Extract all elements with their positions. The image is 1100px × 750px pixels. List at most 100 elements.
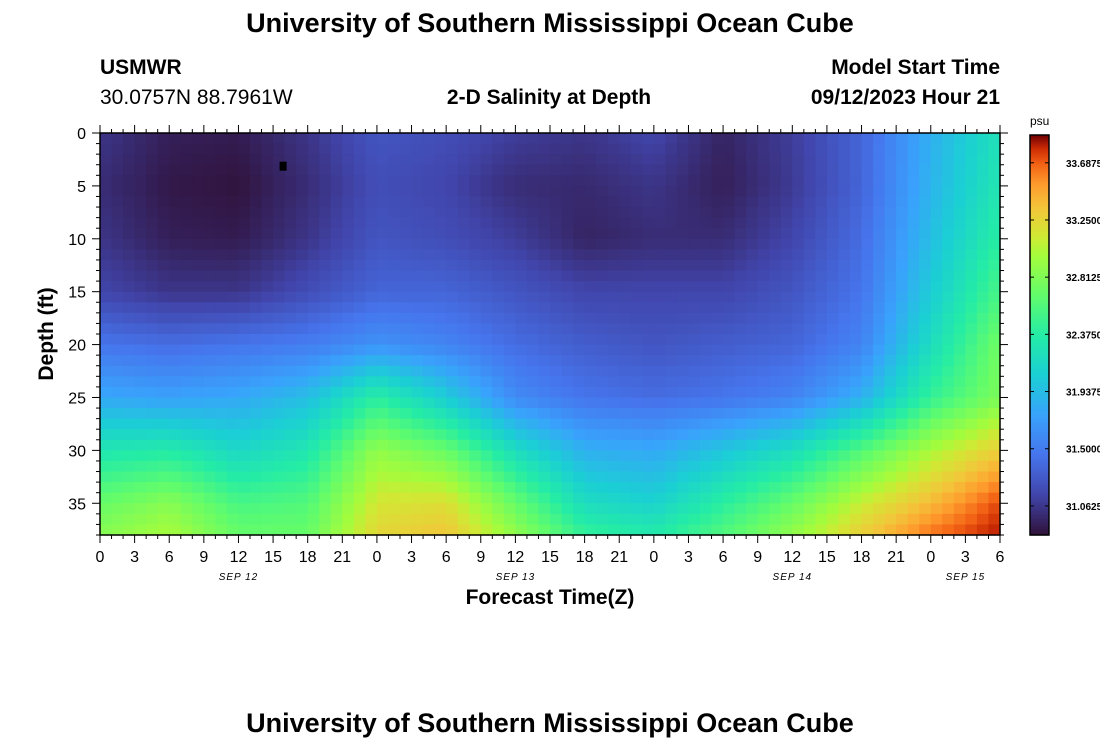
- heatmap-cell: [111, 408, 124, 420]
- colorbar-segment: [1030, 373, 1049, 376]
- colorbar-segment: [1030, 389, 1049, 392]
- heatmap-cell: [734, 460, 747, 473]
- heatmap-cell: [815, 429, 828, 441]
- heatmap-cell: [457, 460, 470, 473]
- heatmap-cell: [434, 312, 447, 325]
- heatmap-cell: [792, 439, 805, 451]
- heatmap-cell: [919, 217, 932, 229]
- colorbar-segment: [1030, 253, 1049, 256]
- heatmap-cell: [723, 471, 736, 483]
- heatmap-cell: [169, 196, 182, 208]
- heatmap-cell: [746, 450, 759, 462]
- heatmap-cell: [919, 503, 932, 515]
- heatmap-cell: [215, 365, 228, 377]
- heatmap-cell: [376, 259, 390, 272]
- heatmap-cell: [388, 397, 401, 409]
- heatmap-cell: [203, 175, 216, 187]
- heatmap-cell: [365, 291, 378, 303]
- heatmap-cell: [192, 450, 205, 462]
- heatmap-cell: [607, 386, 620, 399]
- colorbar-segment: [1030, 299, 1049, 302]
- heatmap-cell: [284, 217, 297, 229]
- heatmap-cell: [146, 376, 159, 388]
- heatmap-cell: [700, 217, 713, 229]
- heatmap-cell: [711, 482, 724, 494]
- heatmap-cell: [619, 418, 632, 430]
- colorbar-segment: [1030, 451, 1049, 454]
- heatmap-cell: [723, 492, 736, 504]
- heatmap-cell: [434, 196, 447, 208]
- heatmap-cell: [480, 312, 493, 325]
- heatmap-cell: [896, 238, 909, 250]
- heatmap-cell: [573, 492, 586, 504]
- heatmap-cell: [169, 312, 182, 325]
- heatmap-cell: [480, 397, 493, 409]
- heatmap-cell: [596, 133, 609, 145]
- colorbar-segment: [1030, 271, 1049, 274]
- heatmap-cell: [100, 270, 113, 282]
- heatmap-cell: [653, 143, 666, 155]
- heatmap-cell: [273, 207, 286, 219]
- heatmap-cell: [723, 408, 736, 420]
- colorbar-segment: [1030, 381, 1049, 384]
- colorbar-segment: [1030, 343, 1049, 346]
- heatmap-cell: [250, 259, 263, 272]
- heatmap-cell: [100, 524, 113, 536]
- heatmap-cell: [203, 482, 216, 494]
- heatmap-cell: [319, 492, 332, 504]
- heatmap-cell: [526, 143, 540, 155]
- heatmap-cell: [942, 503, 955, 515]
- x-tick-label: 9: [476, 549, 485, 566]
- heatmap-cell: [400, 482, 413, 494]
- heatmap-cell: [780, 196, 793, 208]
- heatmap-cell: [503, 143, 516, 155]
- heatmap-cell: [411, 365, 424, 377]
- heatmap-cell: [284, 270, 297, 282]
- heatmap-cell: [180, 492, 193, 504]
- heatmap-cell: [607, 355, 620, 367]
- heatmap-cell: [734, 471, 747, 483]
- heatmap-cell: [942, 133, 955, 145]
- heatmap-cell: [492, 323, 505, 335]
- heatmap-cell: [526, 312, 540, 325]
- heatmap-cell: [330, 302, 343, 314]
- colorbar-segment: [1030, 175, 1049, 178]
- heatmap-cell: [838, 323, 851, 335]
- heatmap-cell: [469, 185, 482, 198]
- heatmap-cell: [480, 164, 493, 176]
- heatmap-cell: [238, 175, 251, 187]
- heatmap-cell: [815, 164, 828, 176]
- heatmap-cell: [457, 524, 470, 536]
- heatmap-cell: [261, 471, 274, 483]
- heatmap-cell: [457, 207, 470, 219]
- heatmap-cell: [457, 482, 470, 494]
- heatmap-cell: [665, 270, 678, 282]
- heatmap-cell: [861, 312, 874, 325]
- colorbar-segment: [1030, 523, 1049, 526]
- heatmap-cell: [238, 228, 251, 240]
- colorbar-segment: [1030, 471, 1049, 474]
- heatmap-cell: [307, 386, 320, 399]
- heatmap-cell: [123, 249, 136, 261]
- heatmap-cell: [250, 513, 263, 526]
- heatmap-cell: [515, 439, 528, 451]
- heatmap-cell: [676, 365, 690, 377]
- heatmap-cell: [353, 291, 366, 303]
- heatmap-cell: [215, 418, 228, 430]
- colorbar-segment: [1030, 385, 1049, 388]
- heatmap-cell: [411, 164, 424, 176]
- heatmap-cell: [503, 418, 516, 430]
- heatmap-cell: [826, 492, 840, 504]
- heatmap-cell: [203, 418, 216, 430]
- heatmap-cell: [746, 164, 759, 176]
- heatmap-cell: [838, 513, 851, 526]
- heatmap-cell: [942, 397, 955, 409]
- heatmap-cell: [757, 355, 770, 367]
- page-title-repeat: University of Southern Mississippi Ocean…: [246, 708, 854, 738]
- heatmap-cell: [826, 429, 840, 441]
- heatmap-cell: [100, 355, 113, 367]
- heatmap-cell: [884, 503, 897, 515]
- heatmap-cell: [573, 344, 586, 356]
- heatmap-cell: [734, 482, 747, 494]
- heatmap-cell: [584, 397, 597, 409]
